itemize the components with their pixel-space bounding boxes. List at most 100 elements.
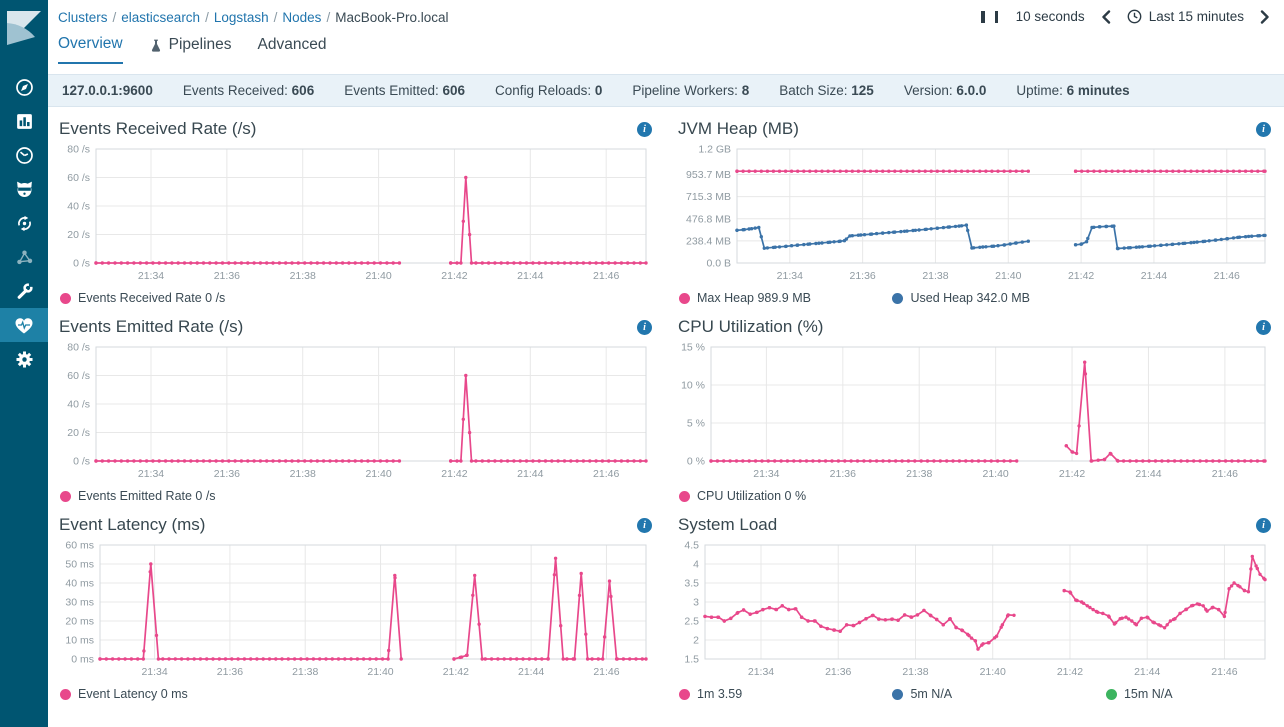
summary-events-emitted: Events Emitted: 606	[344, 83, 466, 98]
wrench-icon	[17, 282, 33, 299]
time-range-forward-button[interactable]	[1260, 9, 1270, 24]
legend-label: 5m N/A	[910, 687, 953, 701]
chart-plot[interactable]: 0 % 5 % 10 % 15 % 21:34 21:36 21:38 21:40 21:42 2…	[677, 340, 1272, 486]
info-icon[interactable]: i	[637, 319, 652, 335]
legend-label: Events Received Rate 0 /s	[78, 291, 226, 305]
chart-plot[interactable]: 0 /s 20 /s 40 /s 60 /s 80 /s 21:34 21:36 21:38 2…	[58, 142, 653, 288]
breadcrumb-link-logstash[interactable]: Logstash	[213, 10, 269, 25]
tab-overview[interactable]: Overview	[58, 35, 123, 64]
svg-text:60 ms: 60 ms	[65, 540, 94, 552]
legend-item[interactable]: 1m 3.59	[679, 687, 892, 701]
chart-legend: Events Received Rate 0 /s	[58, 291, 653, 305]
sidebar-item-visualize[interactable]	[0, 104, 48, 138]
svg-text:21:36: 21:36	[214, 468, 240, 480]
svg-text:60 /s: 60 /s	[67, 370, 90, 382]
time-range-label: Last 15 minutes	[1148, 9, 1244, 24]
chart-plot[interactable]: 0 /s 20 /s 40 /s 60 /s 80 /s 21:34 21:36 21:38 2…	[58, 340, 653, 486]
svg-text:21:38: 21:38	[290, 270, 316, 282]
sidebar-item-dashboard[interactable]	[0, 138, 48, 172]
svg-text:21:42: 21:42	[1059, 468, 1085, 480]
legend-label: Event Latency 0 ms	[78, 687, 188, 701]
svg-text:21:34: 21:34	[138, 270, 164, 282]
svg-text:21:40: 21:40	[367, 666, 393, 678]
info-icon[interactable]: i	[1256, 319, 1271, 335]
svg-text:953.7 MB: 953.7 MB	[686, 169, 731, 181]
breadcrumb-link-elasticsearch[interactable]: elasticsearch	[121, 10, 201, 25]
svg-text:1.5: 1.5	[684, 654, 699, 666]
chart-card-events-emitted-rate: Events Emitted Rate (/s) i 0 /s 20 /s 40 /…	[58, 317, 653, 503]
svg-text:21:36: 21:36	[849, 270, 875, 282]
svg-text:21:34: 21:34	[753, 468, 779, 480]
chevron-right-icon	[1260, 9, 1269, 24]
svg-text:21:44: 21:44	[1135, 468, 1161, 480]
legend-item[interactable]: 15m N/A	[1105, 687, 1173, 701]
chart-legend: Events Emitted Rate 0 /s	[58, 489, 653, 503]
sidebar-item-graph[interactable]	[0, 240, 48, 274]
legend-item[interactable]: CPU Utilization 0 %	[679, 489, 806, 503]
pause-refresh-button[interactable]	[980, 10, 1000, 23]
svg-text:4: 4	[693, 559, 699, 571]
chart-plot[interactable]: 1.5 2 2.5 3 3.5 4 4.5 21:34 21:36 21:38 21:40 21:42…	[677, 538, 1272, 684]
summary-batch-size: Batch Size: 125	[779, 83, 874, 98]
svg-text:476.8 MB: 476.8 MB	[686, 213, 731, 225]
legend-item[interactable]: Event Latency 0 ms	[60, 687, 188, 701]
svg-text:21:38: 21:38	[290, 468, 316, 480]
legend-label: Used Heap 342.0 MB	[910, 291, 1030, 305]
tab-pipelines[interactable]: Pipelines	[149, 35, 232, 64]
legend-item[interactable]: 5m N/A	[892, 687, 1105, 701]
refresh-interval-button[interactable]: 10 seconds	[1015, 9, 1085, 24]
legend-item[interactable]: Max Heap 989.9 MB	[679, 291, 892, 305]
svg-text:21:46: 21:46	[1214, 270, 1240, 282]
breadcrumb-link-nodes[interactable]: Nodes	[282, 10, 322, 25]
svg-text:21:38: 21:38	[922, 270, 948, 282]
svg-text:1.2 GB: 1.2 GB	[698, 144, 731, 156]
info-icon[interactable]: i	[1256, 517, 1271, 533]
chart-legend: Event Latency 0 ms	[58, 687, 653, 701]
summary-config-reloads: Config Reloads: 0	[495, 83, 603, 98]
breadcrumb-separator: /	[112, 10, 117, 25]
summary-pipeline-workers: Pipeline Workers: 8	[632, 83, 750, 98]
time-range-button[interactable]: Last 15 minutes	[1127, 9, 1244, 24]
svg-text:21:42: 21:42	[443, 666, 469, 678]
timelion-icon	[16, 181, 32, 197]
chart-legend: Max Heap 989.9 MB Used Heap 342.0 MB	[677, 291, 1272, 305]
svg-text:21:44: 21:44	[518, 666, 544, 678]
chart-plot[interactable]: 0 ms 10 ms 20 ms 30 ms 40 ms 50 ms 60 ms 21:34 2…	[58, 538, 653, 684]
sidebar-item-pipelines[interactable]	[0, 206, 48, 240]
svg-text:21:44: 21:44	[517, 270, 543, 282]
svg-text:21:38: 21:38	[902, 666, 928, 678]
info-icon[interactable]: i	[637, 121, 652, 137]
legend-item[interactable]: Used Heap 342.0 MB	[892, 291, 1030, 305]
chart-plot[interactable]: 0.0 B 238.4 MB 476.8 MB 715.3 MB 953.7 MB 1.2…	[677, 142, 1272, 288]
gear-icon	[15, 350, 33, 368]
bar-chart-icon	[16, 113, 32, 129]
svg-text:60 /s: 60 /s	[67, 172, 90, 184]
svg-text:21:46: 21:46	[593, 270, 619, 282]
summary-bar: 127.0.0.1:9600 Events Received: 606 Even…	[48, 74, 1284, 107]
svg-text:80 /s: 80 /s	[67, 144, 90, 156]
chart-title: Event Latency (ms)	[59, 515, 206, 534]
sidebar-item-devtools[interactable]	[0, 274, 48, 308]
svg-text:21:36: 21:36	[830, 468, 856, 480]
svg-text:21:44: 21:44	[1134, 666, 1160, 678]
svg-text:20 ms: 20 ms	[65, 616, 94, 628]
sidebar-item-discover[interactable]	[0, 70, 48, 104]
breadcrumb-link-clusters[interactable]: Clusters	[58, 10, 108, 25]
tab-advanced-label: Advanced	[257, 36, 327, 53]
beaker-icon	[151, 39, 160, 52]
sidebar-item-timelion[interactable]	[0, 172, 48, 206]
legend-item[interactable]: Events Received Rate 0 /s	[60, 291, 225, 305]
chart-card-cpu-utilization: CPU Utilization (%) i 0 % 5 % 10 % 15 % 21:3…	[677, 317, 1272, 503]
time-range-back-button[interactable]	[1101, 9, 1111, 24]
legend-item[interactable]: Events Emitted Rate 0 /s	[60, 489, 216, 503]
info-icon[interactable]: i	[637, 517, 652, 533]
sidebar-item-monitoring[interactable]	[0, 308, 48, 342]
svg-text:0 /s: 0 /s	[73, 258, 90, 270]
svg-text:20 /s: 20 /s	[67, 427, 90, 439]
info-icon[interactable]: i	[1256, 121, 1271, 137]
sidebar-item-management[interactable]	[0, 342, 48, 376]
breadcrumb-separator: /	[205, 10, 209, 25]
tab-advanced[interactable]: Advanced	[258, 35, 327, 64]
legend-label: 15m N/A	[1123, 687, 1173, 701]
legend-label: Max Heap 989.9 MB	[697, 291, 811, 305]
